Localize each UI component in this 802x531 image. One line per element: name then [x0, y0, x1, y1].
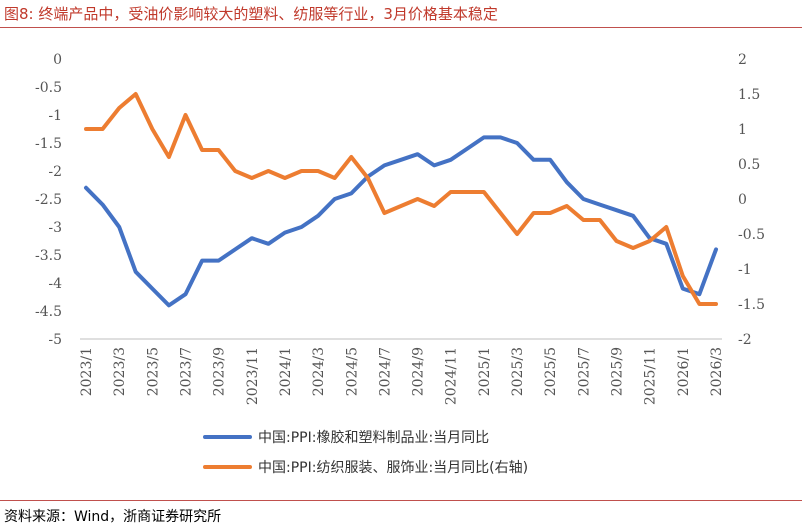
- right-tick-label: -1.5: [738, 297, 765, 313]
- left-axis-ticks: 0 -0.5 -1 -1.5 -2 -2.5 -3 -3.5 -4 -4.5 -5: [35, 52, 62, 348]
- source-rule: [0, 500, 802, 501]
- x-tick-label: 2025/7: [576, 347, 592, 396]
- series-line-textile-apparel: [84, 92, 718, 306]
- left-tick-label: -2.5: [35, 192, 62, 208]
- x-tick-label: 2023/7: [178, 347, 194, 396]
- x-tick-label: 2024/7: [377, 347, 393, 396]
- left-tick-label: -3: [48, 220, 62, 236]
- right-tick-label: -1: [738, 262, 752, 278]
- x-tick-label: 2023/9: [212, 347, 228, 396]
- right-tick-label: 1.5: [738, 87, 760, 103]
- legend-label: 中国:PPI:橡胶和塑料制品业:当月同比: [258, 429, 489, 446]
- x-tick-label: 2025/11: [643, 347, 659, 405]
- right-tick-label: -0.5: [738, 227, 765, 243]
- legend-label: 中国:PPI:纺织服装、服饰业:当月同比(右轴): [258, 460, 528, 476]
- x-tick-label: 2024/1: [278, 347, 294, 396]
- left-tick-label: -1: [48, 108, 62, 124]
- title-rule: [0, 27, 802, 28]
- right-axis-ticks: 2 1.5 1 0.5 0 -0.5 -1 -1.5 -2: [738, 52, 765, 348]
- x-tick-label: 2026/3: [709, 347, 725, 396]
- x-tick-label: 2023/3: [112, 347, 128, 396]
- left-tick-label: -4.5: [35, 304, 62, 320]
- x-tick-label: 2025/9: [610, 347, 626, 396]
- left-tick-label: -1.5: [35, 136, 62, 152]
- x-tick-label: 2025/1: [477, 347, 493, 396]
- x-tick-label: 2025/3: [510, 347, 526, 396]
- left-tick-label: -4: [48, 276, 62, 292]
- right-tick-label: 1: [738, 122, 747, 138]
- left-tick-label: -5: [48, 332, 62, 348]
- left-tick-label: -0.5: [35, 80, 62, 96]
- x-tick-label: 2025/5: [543, 347, 559, 396]
- x-tick-label: 2024/11: [444, 347, 460, 405]
- x-tick-label: 2023/1: [79, 347, 95, 396]
- left-tick-label: -3.5: [35, 248, 62, 264]
- legend: 中国:PPI:橡胶和塑料制品业:当月同比中国:PPI:纺织服装、服饰业:当月同比…: [203, 429, 528, 476]
- chart-title: 图8: 终端产品中，受油价影响较大的塑料、纺服等行业，3月价格基本稳定: [4, 5, 498, 23]
- x-tick-label: 2023/11: [245, 347, 261, 405]
- series-lines: [84, 92, 718, 308]
- x-tick-label: 2023/5: [145, 347, 161, 396]
- x-tick-label: 2024/5: [344, 347, 360, 396]
- right-tick-label: -2: [738, 332, 752, 348]
- x-axis-ticks: 2023/1 2023/3 2023/5 2023/7 2023/9 2023/11 202…: [79, 347, 725, 405]
- x-tick-label: 2024/3: [311, 347, 327, 396]
- line-chart: 0 -0.5 -1 -1.5 -2 -2.5 -3 -3.5 -4 -4.5 -5 2 1.5 1 0.5…: [35, 52, 765, 476]
- right-tick-label: 0.5: [738, 157, 760, 173]
- right-tick-label: 2: [738, 52, 747, 68]
- left-tick-label: -2: [48, 164, 62, 180]
- x-tick-label: 2026/1: [676, 347, 692, 396]
- right-tick-label: 0: [738, 192, 747, 208]
- series-line-rubber-plastic: [84, 135, 718, 308]
- left-tick-label: 0: [53, 52, 62, 68]
- source-note: 资料来源：Wind，浙商证券研究所: [4, 509, 222, 525]
- x-tick-label: 2024/9: [411, 347, 427, 396]
